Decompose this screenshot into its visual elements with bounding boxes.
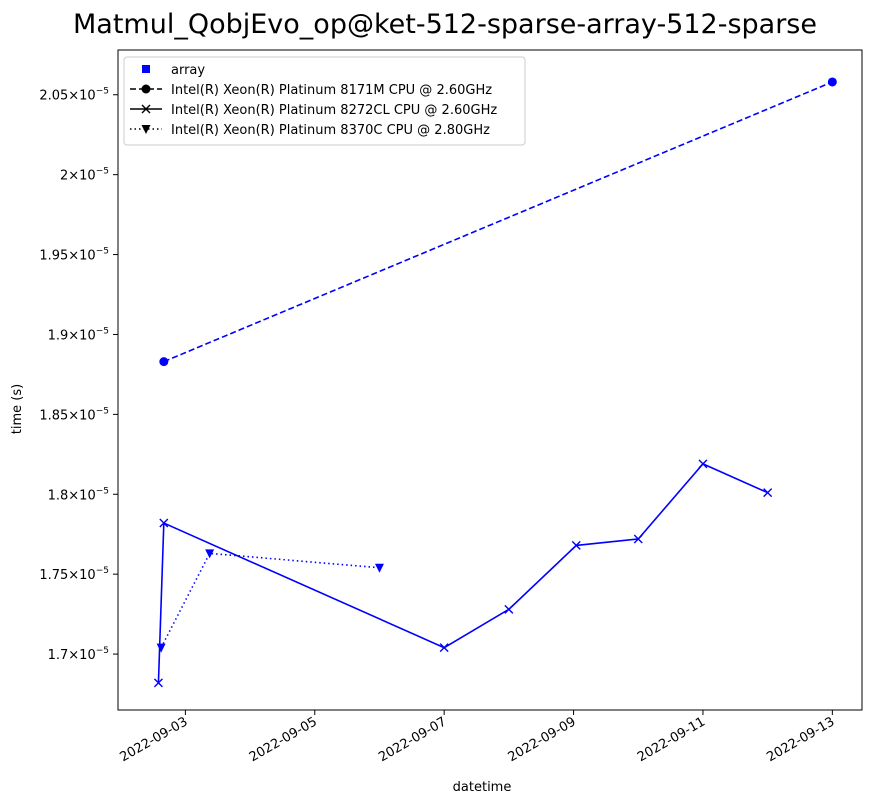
- data-point: [159, 518, 169, 528]
- legend-marker: [141, 84, 151, 94]
- data-point: [374, 563, 384, 573]
- series-3: [156, 549, 384, 653]
- legend-marker: [141, 125, 151, 134]
- y-tick-label: 2×10−5: [60, 167, 109, 184]
- y-axis-label: time (s): [10, 384, 25, 434]
- y-axis: 1.7×10−5 1.75×10−5 1.8×10−5 1.85×10−5 1.9×10…: [39, 87, 118, 663]
- x-axis-label: datetime: [453, 780, 512, 795]
- legend-entry: Intel(R) Xeon(R) Platinum 8171M CPU @ 2.…: [130, 83, 492, 98]
- data-point: [827, 77, 837, 87]
- legend-label: array: [171, 63, 205, 78]
- legend-entry: Intel(R) Xeon(R) Platinum 8272CL CPU @ 2…: [130, 103, 497, 118]
- legend-entry: Intel(R) Xeon(R) Platinum 8370C CPU @ 2.…: [130, 123, 490, 138]
- series-line: [157, 462, 768, 683]
- legend-marker: [141, 104, 151, 114]
- plot-frame: [117, 49, 863, 711]
- legend-label: Intel(R) Xeon(R) Platinum 8272CL CPU @ 2…: [171, 103, 497, 118]
- data-point: [698, 459, 708, 469]
- data-point: [504, 604, 514, 614]
- series-2: [153, 459, 773, 688]
- legend-label: Intel(R) Xeon(R) Platinum 8171M CPU @ 2.…: [171, 83, 492, 98]
- data-point: [633, 534, 643, 544]
- legend-label: Intel(R) Xeon(R) Platinum 8370C CPU @ 2.…: [171, 123, 490, 138]
- data-point: [439, 643, 449, 653]
- series-1: [159, 77, 837, 367]
- y-tick-label: 1.85×10−5: [39, 406, 109, 423]
- data-point: [205, 549, 215, 559]
- series-line: [163, 81, 833, 363]
- legend-box: [123, 56, 526, 146]
- data-point: [159, 357, 169, 367]
- data-point: [571, 540, 581, 550]
- plot-area: [117, 49, 863, 711]
- legend: array Intel(R) Xeon(R) Platinum 8171M CPU…: [123, 56, 526, 146]
- legend-entry: array: [142, 63, 205, 78]
- y-tick-label: 1.7×10−5: [48, 646, 109, 663]
- data-point: [153, 678, 163, 688]
- chart-title: Matmul_QobjEvo_op@ket-512-sparse-array-5…: [73, 9, 817, 40]
- series-layer: [153, 77, 837, 688]
- y-tick-label: 1.95×10−5: [39, 247, 109, 264]
- y-tick-label: 1.75×10−5: [39, 566, 109, 583]
- y-tick-label: 1.8×10−5: [48, 486, 109, 503]
- y-tick-label: 2.05×10−5: [39, 87, 109, 104]
- legend-marker: [142, 65, 150, 73]
- data-point: [156, 643, 166, 653]
- data-point: [763, 488, 773, 498]
- y-tick-label: 1.9×10−5: [48, 326, 109, 343]
